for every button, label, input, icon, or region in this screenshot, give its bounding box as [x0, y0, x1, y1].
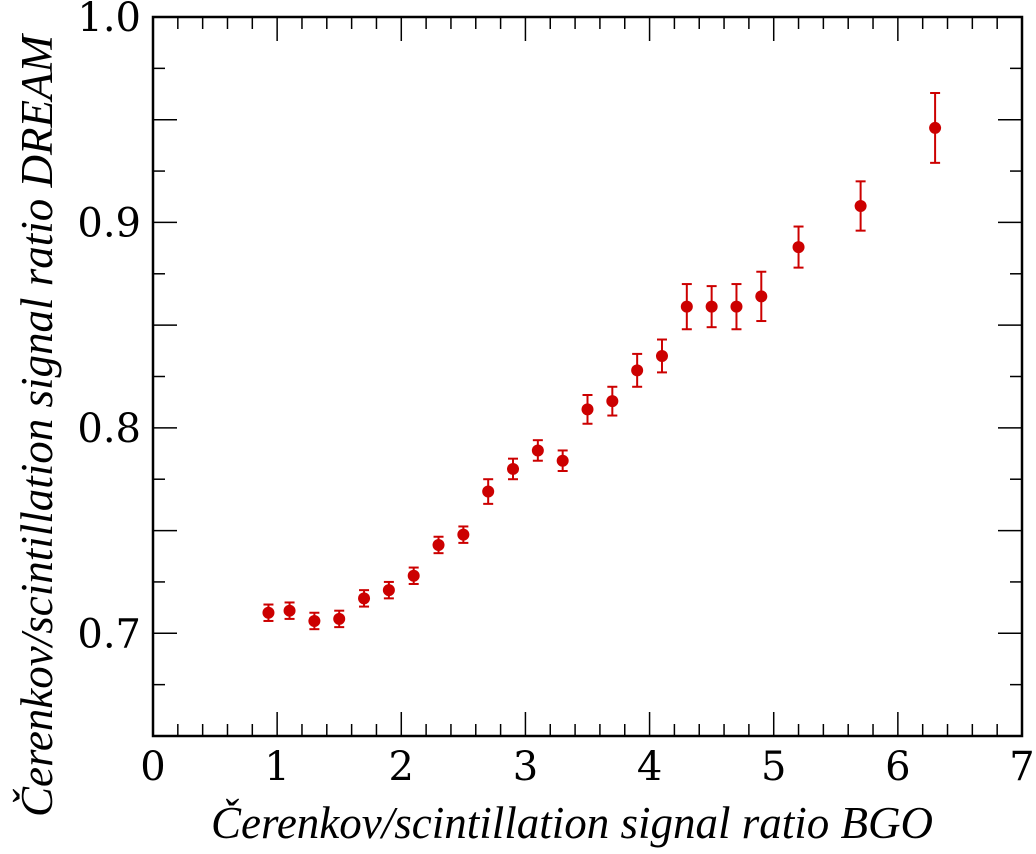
point-marker	[308, 614, 321, 627]
data-point	[333, 609, 346, 629]
point-marker	[333, 612, 346, 625]
x-tick-label: 7	[1009, 744, 1034, 790]
data-point	[358, 589, 371, 608]
plot-frame	[151, 15, 1024, 738]
data-point	[531, 439, 544, 462]
x-tick-label: 3	[513, 744, 538, 790]
x-axis-title: Čerenkov/scintillation signal ratio BGO	[211, 798, 933, 848]
point-marker	[792, 241, 805, 254]
point-marker	[730, 300, 743, 313]
data-points	[262, 92, 942, 631]
x-tick-labels: 0 1 2 3 4 5 6 7	[140, 744, 1034, 790]
x-tick-label: 6	[885, 744, 910, 790]
point-marker	[655, 349, 668, 362]
axis-ticks	[152, 16, 1023, 737]
point-marker	[283, 604, 296, 617]
point-marker	[432, 538, 445, 551]
data-point	[308, 611, 321, 631]
data-point	[854, 180, 867, 232]
data-point	[457, 525, 470, 544]
data-point	[680, 283, 693, 331]
data-point	[556, 449, 569, 472]
point-marker	[556, 454, 569, 467]
point-marker	[606, 395, 619, 408]
x-tick-label: 0	[140, 744, 165, 790]
x-tick-label: 2	[389, 744, 414, 790]
point-marker	[457, 528, 470, 541]
data-point	[730, 283, 743, 331]
point-marker	[680, 300, 693, 313]
data-point	[655, 338, 668, 374]
point-marker	[705, 300, 718, 313]
point-marker	[262, 606, 275, 619]
point-marker	[482, 485, 495, 498]
point-marker	[755, 290, 768, 303]
y-tick-label: 0.9	[77, 200, 141, 246]
data-point	[283, 601, 296, 620]
data-point	[929, 92, 942, 164]
data-point	[581, 393, 594, 425]
x-tick-label: 1	[264, 744, 289, 790]
data-point	[382, 580, 395, 600]
point-marker	[358, 592, 371, 605]
y-axis-title: Čerenkov/scintillation signal ratio DREA…	[12, 33, 62, 817]
data-point	[507, 457, 520, 481]
x-tick-label: 4	[637, 744, 662, 790]
point-marker	[854, 199, 867, 212]
y-tick-labels: 0.7 0.8 0.9 1.0	[77, 0, 141, 657]
data-point	[631, 352, 644, 388]
data-point	[432, 535, 445, 555]
y-tick-label: 0.8	[77, 406, 141, 452]
data-point	[262, 603, 275, 622]
data-point	[755, 270, 768, 323]
data-point	[705, 285, 718, 329]
y-tick-label: 1.0	[77, 0, 141, 41]
y-tick-label: 0.7	[77, 611, 141, 657]
point-marker	[631, 364, 644, 377]
point-marker	[507, 462, 520, 475]
data-point	[482, 478, 495, 505]
data-point	[792, 225, 805, 269]
point-marker	[382, 584, 395, 597]
point-marker	[407, 569, 420, 582]
point-marker	[929, 121, 942, 134]
point-marker	[531, 444, 544, 457]
point-marker	[581, 403, 594, 416]
data-point	[606, 385, 619, 417]
x-tick-label: 5	[761, 744, 786, 790]
data-point	[407, 566, 420, 585]
